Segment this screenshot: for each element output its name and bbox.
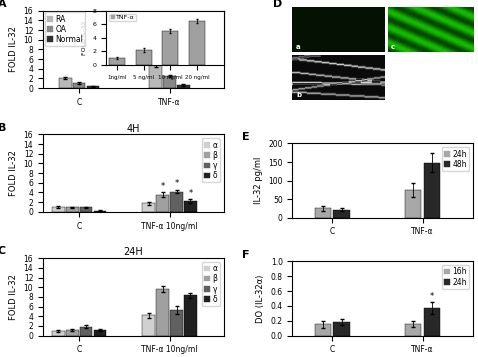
Bar <box>405 190 422 218</box>
Legend: 24h, 48h: 24h, 48h <box>442 147 469 171</box>
Bar <box>424 163 440 218</box>
Text: c: c <box>391 44 395 50</box>
Bar <box>52 207 65 212</box>
Bar <box>405 325 422 336</box>
Bar <box>170 310 183 336</box>
Legend: α, β, γ, δ: α, β, γ, δ <box>202 138 220 182</box>
Bar <box>59 78 72 88</box>
Y-axis label: IL-32 pg/ml: IL-32 pg/ml <box>254 157 263 204</box>
Bar <box>142 315 155 336</box>
Bar <box>66 207 78 212</box>
Text: b: b <box>296 92 301 98</box>
Bar <box>94 211 107 212</box>
Bar <box>156 195 169 212</box>
Bar <box>163 76 176 88</box>
Bar <box>170 191 183 212</box>
Text: D: D <box>273 0 282 9</box>
Text: F: F <box>242 250 250 260</box>
Title: 24H: 24H <box>123 247 143 257</box>
Bar <box>87 86 99 88</box>
Y-axis label: FOLD IL-32: FOLD IL-32 <box>9 274 18 320</box>
Bar <box>52 331 65 336</box>
Text: E: E <box>242 132 250 142</box>
Bar <box>80 327 92 336</box>
Bar <box>424 308 440 336</box>
Text: *: * <box>188 189 193 198</box>
Bar <box>80 207 92 212</box>
Text: a: a <box>296 44 301 50</box>
Legend: α, β, γ, δ: α, β, γ, δ <box>202 262 220 306</box>
Text: A: A <box>0 0 7 9</box>
Title: 4H: 4H <box>127 124 140 134</box>
Text: *: * <box>161 182 165 191</box>
Bar <box>334 210 350 218</box>
Bar <box>184 201 197 212</box>
Y-axis label: FOLD IL-32: FOLD IL-32 <box>9 150 18 196</box>
Bar <box>142 203 155 212</box>
Bar <box>156 289 169 336</box>
Bar <box>149 65 162 88</box>
Bar <box>66 330 78 336</box>
Bar <box>177 85 190 88</box>
Bar <box>184 296 197 336</box>
Legend: RA, OA, Normal: RA, OA, Normal <box>44 12 86 46</box>
Bar <box>315 208 331 218</box>
Y-axis label: FOLD IL-32: FOLD IL-32 <box>9 26 18 72</box>
Text: *: * <box>430 292 434 301</box>
Y-axis label: DO (IL-32α): DO (IL-32α) <box>256 274 265 323</box>
Text: B: B <box>0 122 6 132</box>
Bar <box>94 330 107 336</box>
Legend: 16h, 24h: 16h, 24h <box>442 265 469 289</box>
Bar <box>73 83 86 88</box>
Bar <box>315 325 331 336</box>
Text: *: * <box>174 179 179 188</box>
Text: C: C <box>0 246 6 256</box>
Bar <box>334 322 350 336</box>
